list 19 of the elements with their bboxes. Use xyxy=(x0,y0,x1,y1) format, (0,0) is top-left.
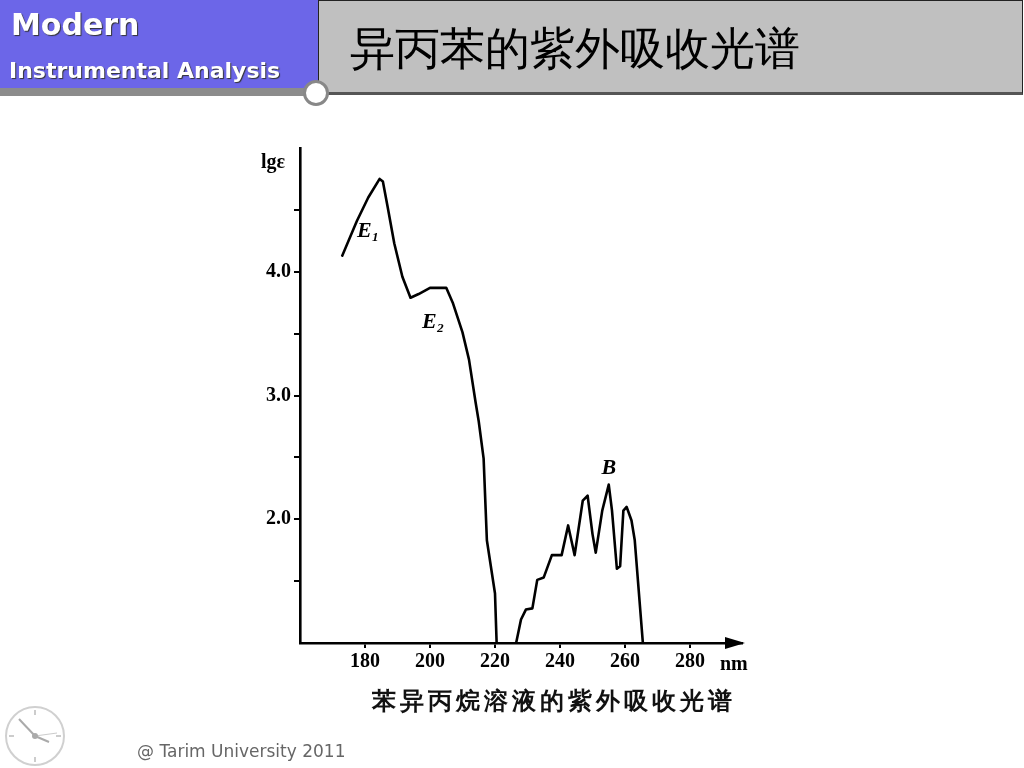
x-tick-label: 220 xyxy=(480,649,510,672)
text: Modern xyxy=(11,7,140,43)
text: Instrumental Analysis xyxy=(9,57,281,85)
x-tick-label: 280 xyxy=(675,649,705,672)
x-tick-label: 200 xyxy=(415,649,445,672)
text: @ Tarim University 2011 xyxy=(137,740,346,762)
annotation: E₁ xyxy=(356,217,380,243)
x-tick-label: 180 xyxy=(350,649,380,672)
y-axis-title: lgε xyxy=(260,150,286,173)
y-tick-label: 3.0 xyxy=(266,382,291,405)
y-tick-label: 2.0 xyxy=(266,506,291,529)
chart-title: 异丙苯的紫外吸收光谱 xyxy=(350,22,800,76)
x-tick-label: 240 xyxy=(545,649,575,672)
annotation: E₂ xyxy=(421,307,445,333)
x-axis-title: nm xyxy=(720,652,749,674)
x-tick-label: 260 xyxy=(610,649,640,672)
text: 苯异丙烷溶液的紫外吸收光谱 xyxy=(372,686,736,716)
annotation: B xyxy=(600,454,617,480)
y-tick-label: 4.0 xyxy=(266,258,291,281)
